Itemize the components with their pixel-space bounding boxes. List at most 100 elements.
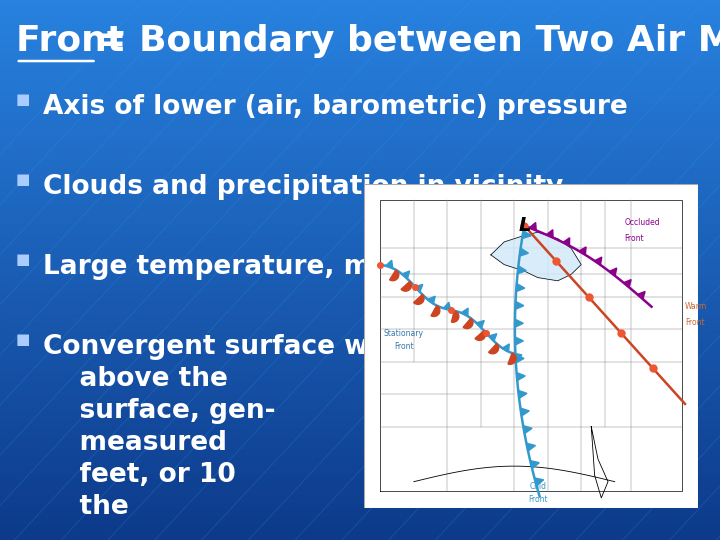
Bar — [0, 192, 720, 194]
Bar — [0, 394, 720, 397]
Bar — [0, 281, 720, 284]
Text: Warm: Warm — [685, 302, 707, 311]
Polygon shape — [546, 230, 553, 238]
Polygon shape — [386, 260, 392, 268]
Bar — [0, 221, 720, 224]
Bar — [0, 346, 720, 348]
Text: Front: Front — [625, 234, 644, 243]
Bar — [0, 108, 720, 111]
Bar — [0, 30, 720, 32]
Polygon shape — [451, 310, 459, 322]
Bar — [0, 294, 720, 297]
Text: L: L — [518, 216, 531, 235]
Bar — [0, 343, 720, 346]
Bar — [0, 122, 720, 124]
Bar — [0, 364, 720, 367]
Bar — [0, 8, 720, 11]
Polygon shape — [475, 330, 485, 340]
Bar — [0, 138, 720, 140]
Bar — [0, 335, 720, 338]
Polygon shape — [508, 353, 516, 365]
Bar — [0, 230, 720, 232]
Bar — [0, 151, 720, 154]
Bar — [0, 197, 720, 200]
Bar — [0, 451, 720, 454]
Bar — [0, 521, 720, 524]
Bar — [0, 497, 720, 500]
Bar — [0, 381, 720, 383]
Bar — [0, 286, 720, 289]
Bar — [0, 238, 720, 240]
Bar — [0, 224, 720, 227]
Bar — [0, 35, 720, 38]
Bar — [0, 211, 720, 213]
Text: ■: ■ — [16, 332, 30, 347]
Bar — [0, 289, 720, 292]
Bar — [0, 319, 720, 321]
Bar — [0, 76, 720, 78]
Bar — [0, 184, 720, 186]
Polygon shape — [503, 344, 509, 352]
Bar — [0, 373, 720, 375]
Bar — [0, 51, 720, 54]
Polygon shape — [489, 334, 497, 341]
Bar — [0, 127, 720, 130]
Bar — [0, 321, 720, 324]
Bar — [0, 508, 720, 510]
Bar — [0, 338, 720, 340]
Bar — [0, 246, 720, 248]
Bar — [0, 240, 720, 243]
Bar — [0, 135, 720, 138]
Bar — [0, 416, 720, 418]
Bar — [0, 43, 720, 46]
Bar — [0, 459, 720, 462]
Bar — [0, 537, 720, 540]
Polygon shape — [624, 280, 631, 287]
Bar — [0, 510, 720, 513]
Bar — [0, 435, 720, 437]
Bar — [0, 362, 720, 364]
Bar — [0, 111, 720, 113]
Bar — [0, 348, 720, 351]
Bar — [0, 332, 720, 335]
Bar — [0, 400, 720, 402]
Bar — [0, 378, 720, 381]
Bar — [0, 59, 720, 62]
Bar — [0, 340, 720, 343]
Bar — [0, 92, 720, 94]
Polygon shape — [579, 247, 586, 255]
Bar — [0, 356, 720, 359]
Bar — [0, 535, 720, 537]
Bar — [0, 227, 720, 229]
Polygon shape — [444, 302, 451, 310]
Bar — [0, 413, 720, 416]
Bar — [0, 157, 720, 159]
Bar — [0, 494, 720, 497]
Bar — [0, 270, 720, 273]
Bar — [0, 116, 720, 119]
Bar — [0, 84, 720, 86]
Bar — [0, 392, 720, 394]
Bar — [0, 105, 720, 108]
Polygon shape — [534, 478, 544, 486]
Bar — [0, 305, 720, 308]
Bar — [0, 119, 720, 122]
Bar — [0, 275, 720, 278]
Bar — [0, 132, 720, 135]
Bar — [0, 467, 720, 470]
Bar — [0, 14, 720, 16]
Bar — [0, 516, 720, 518]
Bar — [0, 405, 720, 408]
Text: Axis of lower (air, barometric) pressure: Axis of lower (air, barometric) pressure — [43, 94, 628, 120]
Polygon shape — [518, 390, 527, 399]
Bar — [0, 500, 720, 502]
Bar — [0, 329, 720, 332]
Bar — [0, 219, 720, 221]
Bar — [0, 524, 720, 526]
Bar — [0, 370, 720, 373]
Bar — [0, 73, 720, 76]
Text: Front: Front — [528, 495, 547, 504]
Bar — [0, 397, 720, 400]
Polygon shape — [523, 426, 532, 434]
Polygon shape — [463, 318, 473, 328]
